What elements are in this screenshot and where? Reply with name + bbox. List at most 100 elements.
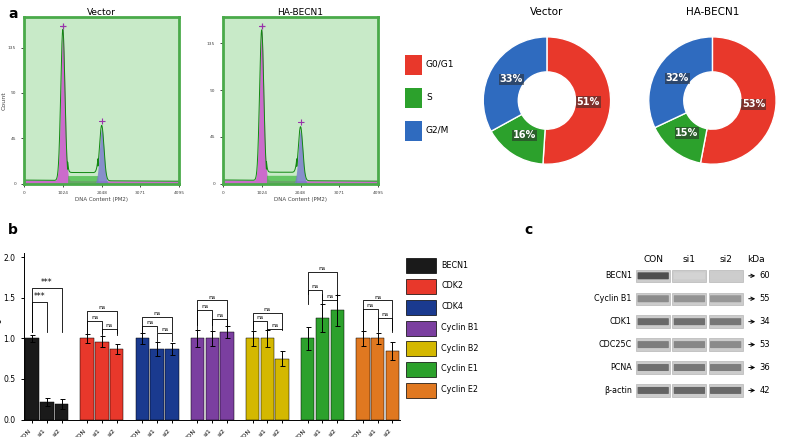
FancyBboxPatch shape: [674, 318, 705, 325]
Bar: [636, 361, 670, 374]
Bar: [709, 292, 742, 305]
FancyBboxPatch shape: [638, 295, 669, 302]
Text: Cyclin B1: Cyclin B1: [594, 294, 632, 303]
Title: HA-BECN1: HA-BECN1: [278, 8, 323, 17]
Text: ns: ns: [216, 313, 223, 318]
Bar: [26, 339, 38, 420]
FancyBboxPatch shape: [674, 295, 705, 302]
Text: ns: ns: [91, 315, 98, 320]
Bar: [81, 339, 94, 420]
Text: ns: ns: [98, 305, 106, 310]
Bar: [406, 121, 422, 141]
Bar: [709, 361, 742, 374]
Text: kDa: kDa: [747, 255, 765, 264]
Bar: [261, 339, 274, 420]
Bar: [275, 359, 289, 420]
Text: b: b: [8, 223, 18, 237]
Text: ns: ns: [311, 284, 318, 289]
Bar: [371, 339, 384, 420]
Text: ns: ns: [256, 315, 263, 320]
Wedge shape: [491, 114, 545, 164]
Bar: [190, 339, 204, 420]
Bar: [636, 292, 670, 305]
Text: 32%: 32%: [666, 73, 689, 83]
FancyBboxPatch shape: [710, 341, 742, 348]
Bar: [406, 362, 436, 377]
Bar: [110, 349, 123, 420]
Bar: [406, 383, 436, 398]
Text: ***: ***: [34, 292, 46, 301]
Text: 34: 34: [759, 317, 770, 326]
Text: ns: ns: [264, 307, 271, 312]
Text: Cyclin B1: Cyclin B1: [441, 323, 478, 332]
Bar: [330, 310, 344, 420]
Text: S: S: [426, 93, 432, 102]
Bar: [406, 341, 436, 357]
Title: Vector: Vector: [87, 8, 116, 17]
Text: ***: ***: [41, 278, 53, 288]
Bar: [709, 270, 742, 282]
Text: 55: 55: [759, 294, 770, 303]
Text: 36: 36: [759, 363, 770, 372]
Bar: [406, 258, 436, 273]
FancyBboxPatch shape: [674, 364, 705, 371]
Text: ns: ns: [271, 323, 278, 328]
Text: Cyclin E1: Cyclin E1: [441, 364, 478, 373]
Bar: [95, 342, 109, 420]
Wedge shape: [701, 37, 776, 164]
Text: 51%: 51%: [577, 97, 600, 107]
Text: CON: CON: [643, 255, 663, 264]
Bar: [709, 316, 742, 328]
Bar: [406, 279, 436, 294]
Bar: [406, 321, 436, 336]
Wedge shape: [543, 37, 610, 164]
Bar: [406, 55, 422, 75]
Text: ns: ns: [326, 294, 334, 299]
Text: ns: ns: [374, 295, 382, 300]
Text: CDK4: CDK4: [441, 302, 463, 311]
Wedge shape: [649, 37, 713, 128]
Text: BECN1: BECN1: [605, 271, 632, 280]
Title: Vector: Vector: [530, 7, 564, 17]
Text: si1: si1: [683, 255, 696, 264]
FancyBboxPatch shape: [638, 387, 669, 394]
FancyBboxPatch shape: [638, 272, 669, 279]
Text: PCNA: PCNA: [610, 363, 632, 372]
X-axis label: DNA Content (PM2): DNA Content (PM2): [274, 197, 327, 201]
Text: ns: ns: [366, 303, 374, 309]
Text: Cyclin E2: Cyclin E2: [441, 385, 478, 394]
Text: β-actin: β-actin: [604, 386, 632, 395]
Text: c: c: [524, 223, 532, 237]
Bar: [636, 270, 670, 282]
Text: Cyclin B2: Cyclin B2: [441, 343, 478, 353]
Text: ns: ns: [146, 320, 154, 325]
Text: 60: 60: [759, 271, 770, 280]
Bar: [673, 316, 706, 328]
Bar: [165, 349, 178, 420]
FancyBboxPatch shape: [710, 295, 742, 302]
Bar: [316, 318, 330, 420]
Bar: [673, 361, 706, 374]
Title: HA-BECN1: HA-BECN1: [686, 7, 739, 17]
Text: ns: ns: [382, 312, 389, 317]
Bar: [40, 402, 54, 420]
Text: 53: 53: [759, 340, 770, 349]
Y-axis label: Count: Count: [2, 91, 6, 110]
Text: G2/M: G2/M: [426, 126, 450, 135]
FancyBboxPatch shape: [674, 387, 705, 394]
FancyBboxPatch shape: [638, 318, 669, 325]
Text: BECN1: BECN1: [441, 260, 468, 270]
FancyBboxPatch shape: [638, 341, 669, 348]
X-axis label: DNA Content (PM2): DNA Content (PM2): [75, 197, 128, 201]
Bar: [709, 338, 742, 351]
Wedge shape: [483, 37, 547, 131]
FancyBboxPatch shape: [638, 364, 669, 371]
Bar: [356, 339, 370, 420]
FancyBboxPatch shape: [710, 318, 742, 325]
Text: ns: ns: [154, 311, 161, 316]
Text: ns: ns: [209, 295, 216, 300]
Bar: [636, 384, 670, 397]
Bar: [406, 300, 436, 315]
Text: ns: ns: [106, 323, 113, 328]
Text: ns: ns: [161, 327, 168, 332]
